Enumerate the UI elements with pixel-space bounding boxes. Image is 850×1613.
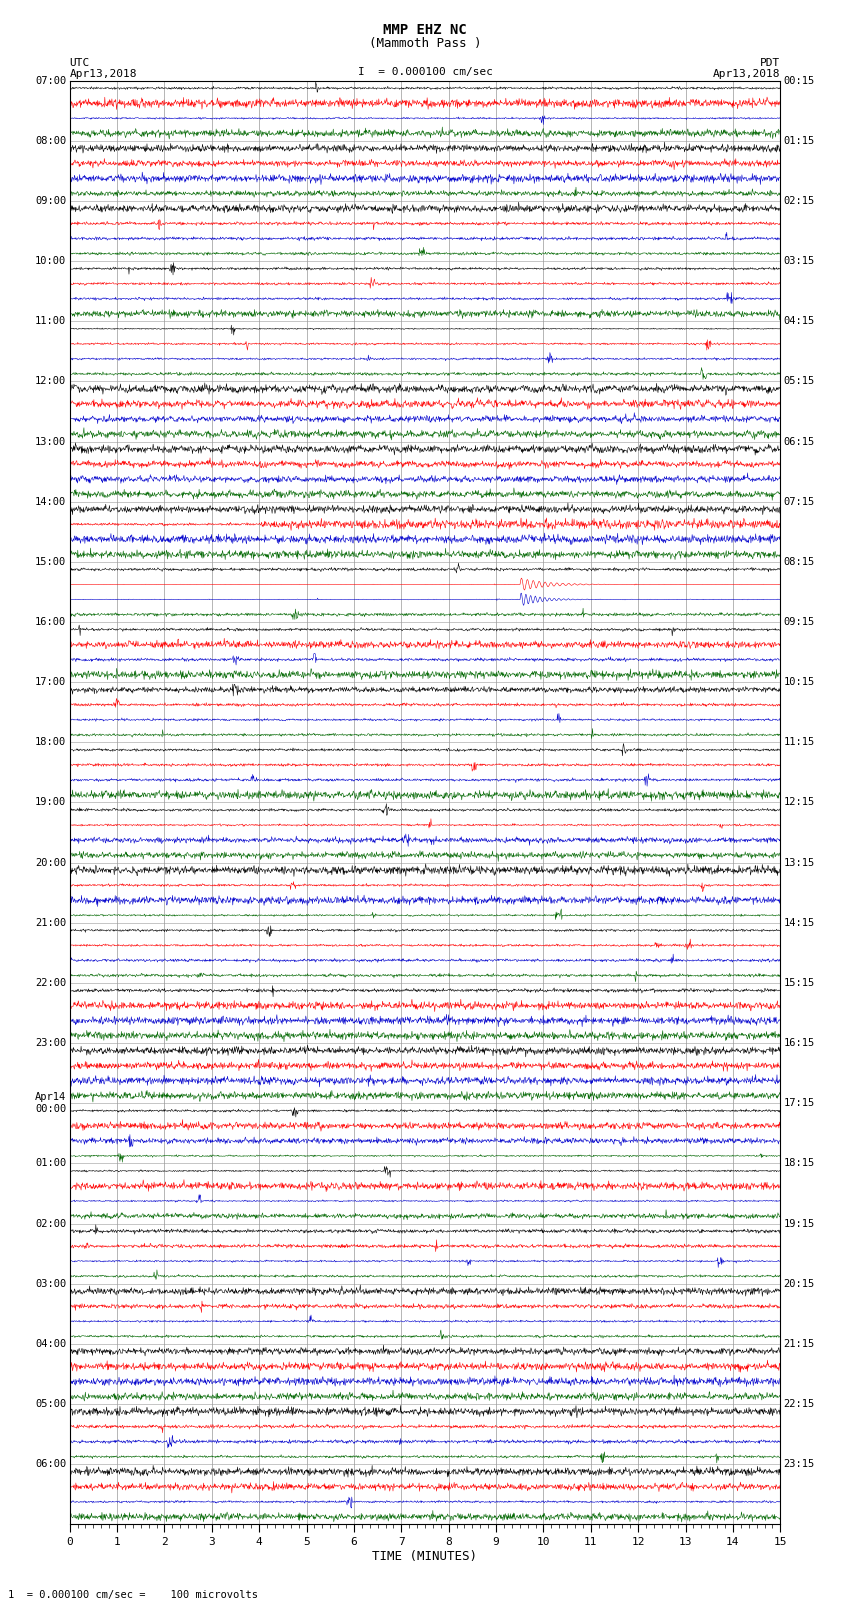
Text: 16:00: 16:00 (35, 618, 66, 627)
Text: 20:15: 20:15 (784, 1279, 815, 1289)
Text: 07:00: 07:00 (35, 76, 66, 85)
Text: 01:15: 01:15 (784, 135, 815, 145)
Text: 03:15: 03:15 (784, 256, 815, 266)
Text: Apr13,2018: Apr13,2018 (713, 69, 780, 79)
Text: MMP EHZ NC: MMP EHZ NC (383, 23, 467, 37)
Text: 23:15: 23:15 (784, 1460, 815, 1469)
Text: 14:00: 14:00 (35, 497, 66, 506)
Text: 09:00: 09:00 (35, 195, 66, 206)
Text: 04:00: 04:00 (35, 1339, 66, 1348)
Text: 10:00: 10:00 (35, 256, 66, 266)
Text: 14:15: 14:15 (784, 918, 815, 927)
Text: 07:15: 07:15 (784, 497, 815, 506)
Text: (Mammoth Pass ): (Mammoth Pass ) (369, 37, 481, 50)
Text: 12:15: 12:15 (784, 797, 815, 808)
Text: 18:15: 18:15 (784, 1158, 815, 1168)
Text: 05:15: 05:15 (784, 376, 815, 387)
Text: 09:15: 09:15 (784, 618, 815, 627)
Text: 22:15: 22:15 (784, 1398, 815, 1410)
Text: I  = 0.000100 cm/sec: I = 0.000100 cm/sec (358, 68, 492, 77)
Text: Apr14
00:00: Apr14 00:00 (35, 1092, 66, 1115)
Text: 15:00: 15:00 (35, 556, 66, 566)
Text: 16:15: 16:15 (784, 1039, 815, 1048)
Text: 23:00: 23:00 (35, 1039, 66, 1048)
Text: 20:00: 20:00 (35, 858, 66, 868)
Text: 11:00: 11:00 (35, 316, 66, 326)
Text: 19:15: 19:15 (784, 1218, 815, 1229)
Text: Apr13,2018: Apr13,2018 (70, 69, 137, 79)
Text: 08:15: 08:15 (784, 556, 815, 566)
Text: PDT: PDT (760, 58, 780, 68)
Text: 02:00: 02:00 (35, 1218, 66, 1229)
Text: 17:15: 17:15 (784, 1098, 815, 1108)
X-axis label: TIME (MINUTES): TIME (MINUTES) (372, 1550, 478, 1563)
Text: 00:15: 00:15 (784, 76, 815, 85)
Text: 1  = 0.000100 cm/sec =    100 microvolts: 1 = 0.000100 cm/sec = 100 microvolts (8, 1590, 258, 1600)
Text: 05:00: 05:00 (35, 1398, 66, 1410)
Text: 13:00: 13:00 (35, 437, 66, 447)
Text: 21:00: 21:00 (35, 918, 66, 927)
Text: 03:00: 03:00 (35, 1279, 66, 1289)
Text: 06:15: 06:15 (784, 437, 815, 447)
Text: 15:15: 15:15 (784, 977, 815, 987)
Text: 13:15: 13:15 (784, 858, 815, 868)
Text: 02:15: 02:15 (784, 195, 815, 206)
Text: 11:15: 11:15 (784, 737, 815, 747)
Text: 06:00: 06:00 (35, 1460, 66, 1469)
Text: 17:00: 17:00 (35, 677, 66, 687)
Text: 08:00: 08:00 (35, 135, 66, 145)
Text: 04:15: 04:15 (784, 316, 815, 326)
Text: 21:15: 21:15 (784, 1339, 815, 1348)
Text: UTC: UTC (70, 58, 90, 68)
Text: 10:15: 10:15 (784, 677, 815, 687)
Text: 22:00: 22:00 (35, 977, 66, 987)
Text: 01:00: 01:00 (35, 1158, 66, 1168)
Text: 19:00: 19:00 (35, 797, 66, 808)
Text: 18:00: 18:00 (35, 737, 66, 747)
Text: 12:00: 12:00 (35, 376, 66, 387)
